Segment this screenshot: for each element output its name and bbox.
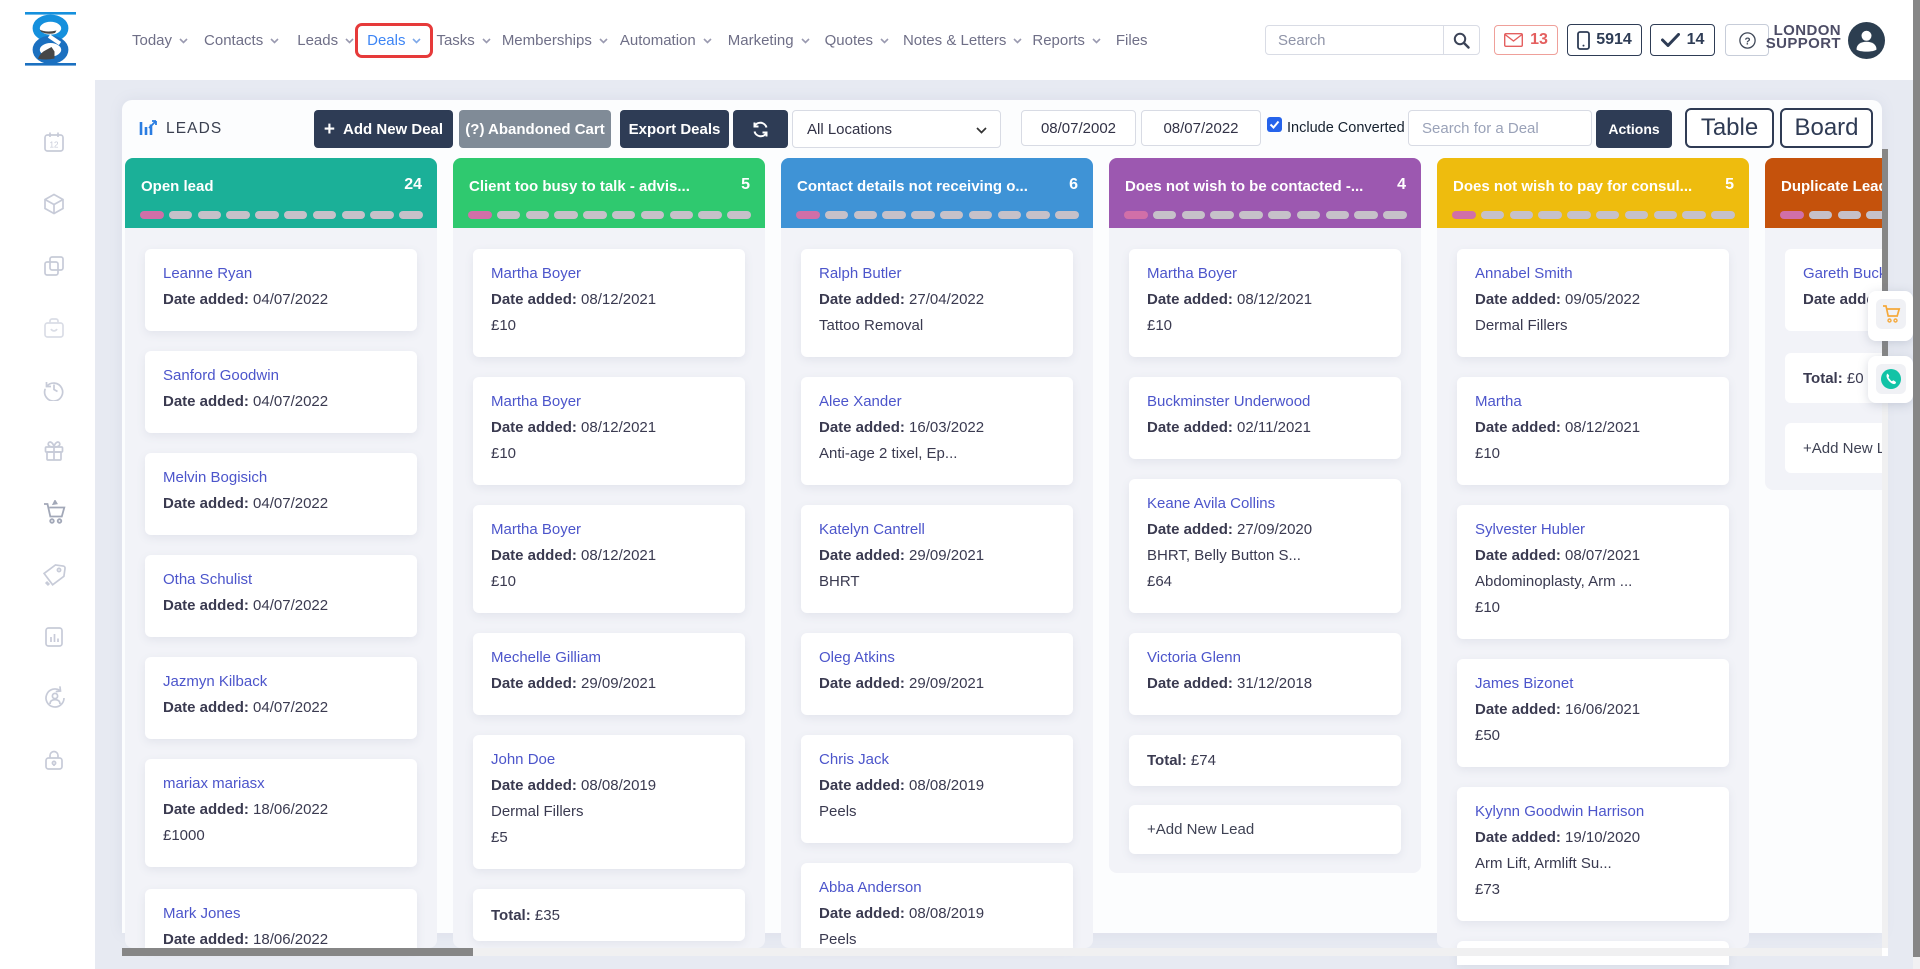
svg-text:?: ? [1744, 36, 1750, 47]
svg-text:12: 12 [50, 141, 59, 150]
